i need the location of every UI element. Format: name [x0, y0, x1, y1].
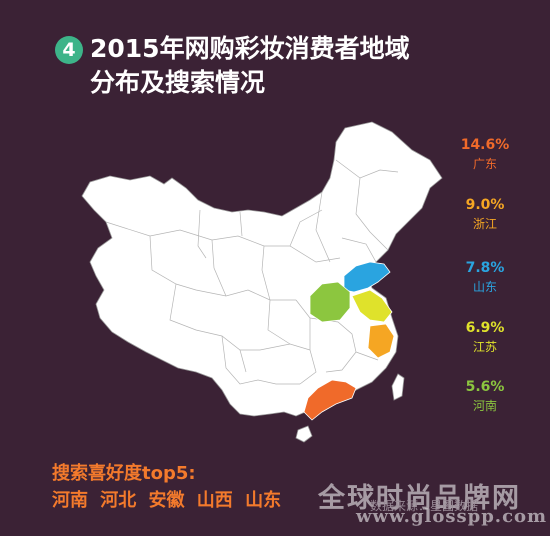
stat-henan: 5.6% 河南 [430, 378, 540, 414]
stat-percent: 6.9% [465, 320, 505, 336]
stat-jiangsu: 6.9% 江苏 [430, 319, 540, 355]
data-source: 数据来源：星图数据 [370, 499, 479, 513]
title-line-1: 2015年网购彩妆消费者地域 [90, 34, 410, 63]
province-guangdong [303, 379, 357, 421]
province-boundaries [105, 159, 399, 385]
stat-province: 山东 [472, 280, 497, 294]
watermark-brand: 全球时尚品牌网 [318, 483, 521, 514]
section-number-badge: 4 [55, 36, 83, 64]
stat-province: 江苏 [472, 340, 497, 354]
stat-percent: 14.6% [460, 137, 510, 153]
stat-percent: 7.8% [465, 260, 505, 276]
stat-zhejiang: 9.0% 浙江 [430, 196, 540, 232]
stat-shandong: 7.8% 山东 [430, 259, 540, 295]
stat-percent: 9.0% [465, 197, 505, 213]
stat-province: 河南 [472, 399, 497, 413]
stat-percent: 5.6% [465, 379, 505, 395]
island-hainan [295, 425, 313, 443]
search-preference-list: 河南 河北 安徽 山西 山东 [52, 490, 282, 511]
province-henan [309, 281, 351, 323]
search-preference-title: 搜索喜好度top5: [52, 463, 196, 484]
stat-guangdong: 14.6% 广东 [430, 136, 540, 172]
province-jiangsu [351, 289, 393, 323]
page-title: 2015年网购彩妆消费者地域 分布及搜索情况 [90, 32, 410, 100]
title-line-2: 分布及搜索情况 [90, 68, 266, 97]
stat-province: 浙江 [472, 217, 497, 231]
island-taiwan [391, 373, 405, 401]
province-zhejiang [367, 323, 395, 359]
stat-province: 广东 [472, 157, 497, 171]
watermark-url: www.glosspp.com [356, 506, 548, 527]
